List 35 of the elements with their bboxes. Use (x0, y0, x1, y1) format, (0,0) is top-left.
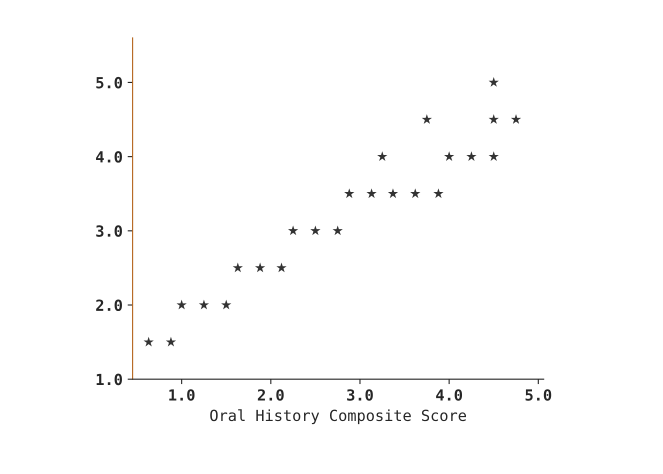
x-tick-label: 2.0 (258, 389, 284, 401)
point (410, 188, 420, 198)
x-tick-label: 5.0 (526, 389, 552, 401)
x-tick-label: 3.0 (347, 389, 373, 401)
point (444, 151, 454, 161)
point (332, 225, 343, 236)
point (488, 114, 499, 124)
point (488, 77, 499, 87)
point (344, 188, 354, 198)
x-axis-title: Oral History Composite Score (210, 409, 466, 424)
point (388, 188, 398, 198)
x-tick-label: 1.0 (169, 389, 195, 401)
point (166, 336, 176, 346)
point (144, 336, 154, 346)
point (366, 188, 377, 198)
point (254, 262, 266, 272)
point (488, 151, 499, 161)
y-tick-label: 4.0 (96, 151, 122, 163)
point (221, 300, 232, 310)
y-tick-label: 3.0 (96, 225, 122, 237)
point (466, 151, 477, 161)
point (310, 225, 321, 236)
point (433, 188, 444, 198)
point (288, 225, 298, 236)
y-tick-label: 1.0 (96, 374, 122, 386)
point (510, 114, 522, 124)
point (232, 262, 243, 272)
point (422, 114, 432, 124)
y-tick-label: 5.0 (96, 76, 122, 88)
point (176, 300, 187, 310)
point (198, 300, 210, 310)
point (377, 151, 388, 161)
x-tick-label: 4.0 (436, 389, 462, 401)
y-tick-label: 2.0 (96, 299, 122, 312)
point (276, 262, 287, 272)
